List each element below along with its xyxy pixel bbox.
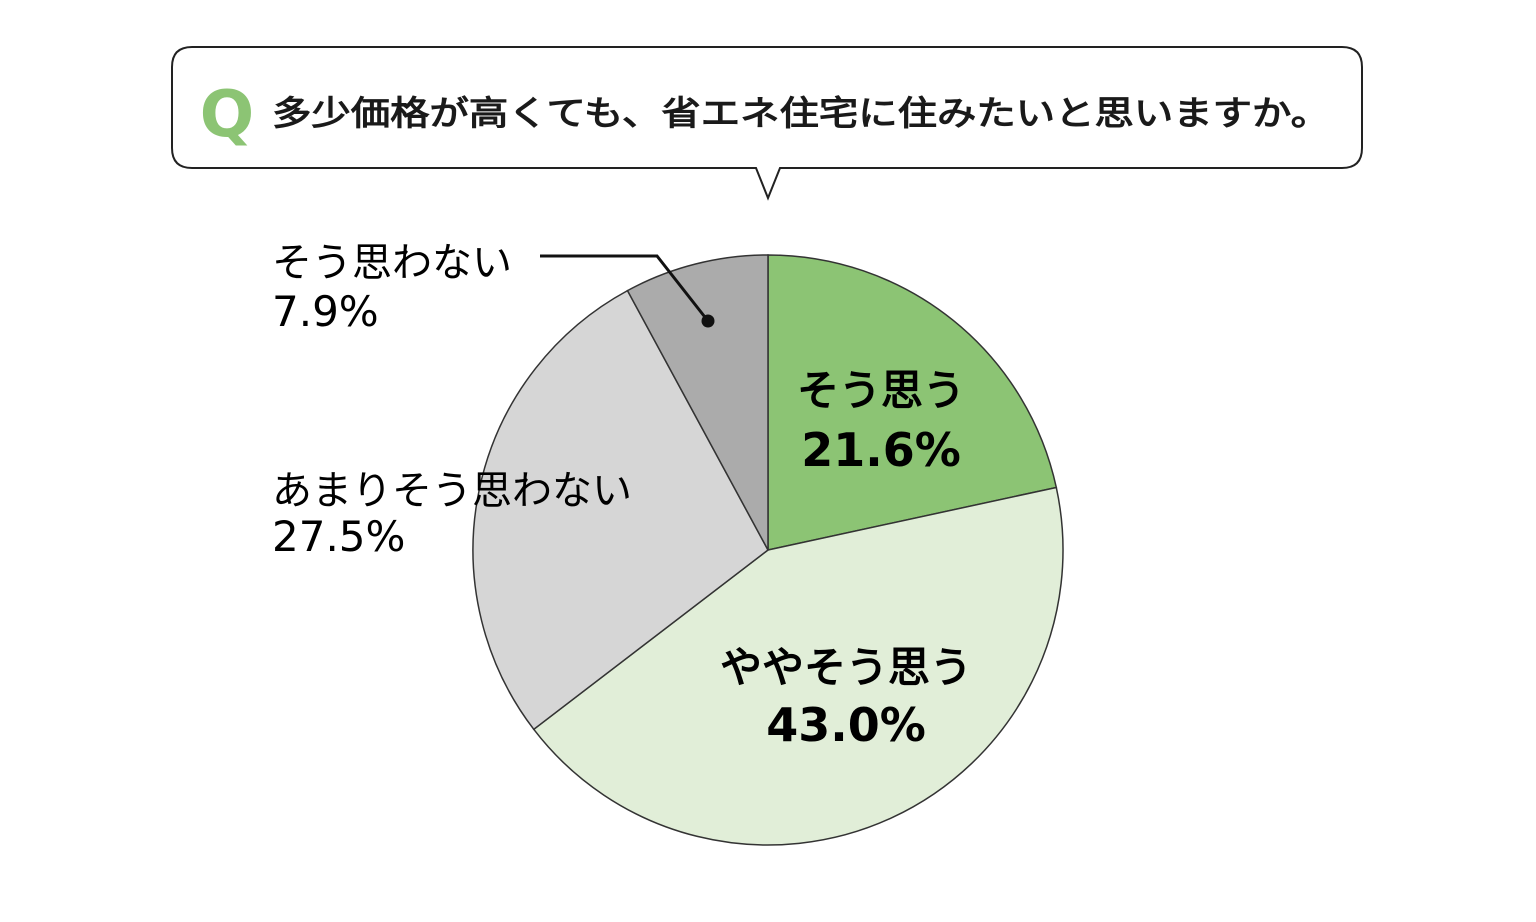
slice-value-amari: 27.5% [272, 512, 405, 561]
slice-value-souomowanai: 7.9% [272, 287, 379, 336]
leader-line-path [540, 254, 710, 322]
question-bubble: Q 多少価格が高くても、省エネ住宅に住みたいと思いますか。 [171, 46, 1363, 201]
question-text: 多少価格が高くても、省エネ住宅に住みたいと思いますか。 [272, 94, 1330, 134]
pie-chart [472, 254, 1064, 846]
leader-line-dot [701, 314, 715, 328]
slice-label-yaya: ややそう思う [720, 643, 972, 692]
slice-value-soumou: 21.6% [801, 423, 961, 477]
slice-value-yaya: 43.0% [766, 698, 926, 752]
leader-line [540, 254, 715, 328]
question-bubble-outline [171, 46, 1363, 201]
pie-slice-soumou [767, 254, 1058, 551]
slice-label-amari: あまりそう思わない [272, 468, 632, 514]
slice-label-souomowanai: そう思わない [272, 240, 512, 286]
question-marker: Q [200, 78, 254, 152]
slice-label-soumou: そう思う [797, 366, 965, 415]
pie-slice-yaya [532, 486, 1064, 846]
pie-slice-amari [472, 289, 769, 731]
slice-labels: そう思う 21.6% ややそう思う 43.0% あまりそう思わない 27.5% … [272, 240, 972, 752]
pie-slice-souomowanai [626, 254, 769, 551]
